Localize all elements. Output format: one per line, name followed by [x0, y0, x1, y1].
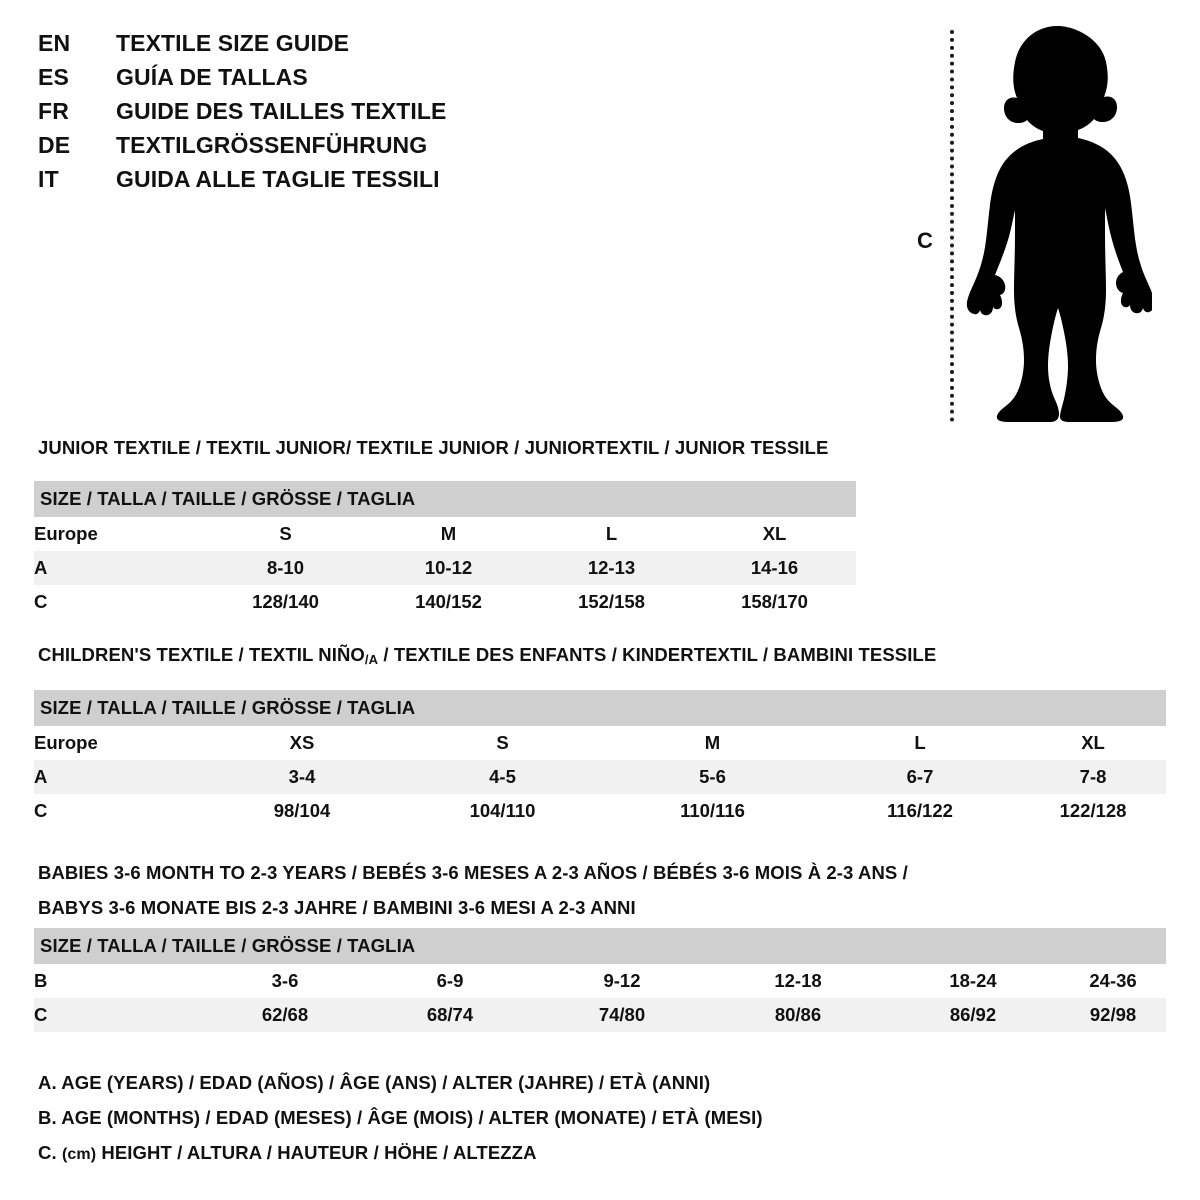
legend-line-c: C. (cm) HEIGHT / ALTURA / HAUTEUR / HÖHE… — [38, 1135, 838, 1170]
lang-code-es: ES — [38, 64, 70, 90]
title-text-fr: GUIDE DES TAILLES TEXTILE — [116, 98, 447, 124]
junior-size-m: M — [367, 517, 530, 551]
babies-height-1: 62/68 — [204, 998, 366, 1032]
title-row-it: IT GUIDA ALLE TAGLIE TESSILI — [38, 166, 598, 200]
height-figure-area: C — [900, 14, 1170, 424]
junior-table-header-label: SIZE / TALLA / TAILLE / GRÖSSE / TAGLIA — [34, 481, 857, 517]
table-row: Europe S M L XL — [34, 517, 857, 551]
junior-age-s: 8-10 — [204, 551, 367, 585]
junior-height-l: 152/158 — [530, 585, 693, 619]
babies-table-header-row: SIZE / TALLA / TAILLE / GRÖSSE / TAGLIA — [34, 928, 1167, 964]
title-row-fr: FR GUIDE DES TAILLES TEXTILE — [38, 98, 598, 132]
lang-code-it: IT — [38, 166, 59, 192]
table-row: C 98/104 104/110 110/116 116/122 122/128 — [34, 794, 1167, 828]
legend-block: A. AGE (YEARS) / EDAD (AÑOS) / ÂGE (ANS)… — [38, 1065, 838, 1170]
children-age-m: 5-6 — [605, 760, 820, 794]
title-text-es: GUÍA DE TALLAS — [116, 64, 308, 90]
babies-heading-line-1: BABIES 3-6 MONTH TO 2-3 YEARS / BEBÉS 3-… — [38, 862, 908, 883]
children-size-m: M — [605, 726, 820, 760]
children-size-xs: XS — [204, 726, 400, 760]
title-row-en: EN TEXTILE SIZE GUIDE — [38, 30, 598, 64]
babies-table-header-label: SIZE / TALLA / TAILLE / GRÖSSE / TAGLIA — [34, 928, 1167, 964]
children-height-m: 110/116 — [605, 794, 820, 828]
junior-size-s: S — [204, 517, 367, 551]
children-heading-suffix: / TEXTILE DES ENFANTS / KINDERTEXTIL / B… — [378, 644, 937, 665]
junior-row-label-c: C — [34, 585, 204, 619]
children-age-l: 6-7 — [820, 760, 1020, 794]
children-size-s: S — [400, 726, 605, 760]
babies-months-12-18: 12-18 — [710, 964, 886, 998]
junior-row-label-a: A — [34, 551, 204, 585]
children-height-xl: 122/128 — [1020, 794, 1167, 828]
babies-height-5: 86/92 — [886, 998, 1060, 1032]
children-size-xl: XL — [1020, 726, 1167, 760]
children-section-heading: CHILDREN'S TEXTILE / TEXTIL NIÑO/A / TEX… — [38, 644, 936, 667]
table-row: Europe XS S M L XL — [34, 726, 1167, 760]
legend-c-suffix: HEIGHT / ALTURA / HAUTEUR / HÖHE / ALTEZ… — [96, 1142, 537, 1163]
babies-section-heading: BABIES 3-6 MONTH TO 2-3 YEARS / BEBÉS 3-… — [38, 855, 1178, 925]
title-text-en: TEXTILE SIZE GUIDE — [116, 30, 350, 56]
junior-table-header-row: SIZE / TALLA / TAILLE / GRÖSSE / TAGLIA — [34, 481, 857, 517]
title-row-de: DE TEXTILGRÖSSENFÜHRUNG — [38, 132, 598, 166]
title-text-de: TEXTILGRÖSSENFÜHRUNG — [116, 132, 428, 158]
height-dotted-line — [950, 30, 954, 422]
table-row: C 128/140 140/152 152/158 158/170 — [34, 585, 857, 619]
junior-height-xl: 158/170 — [693, 585, 857, 619]
babies-row-label-b: B — [34, 964, 204, 998]
junior-age-l: 12-13 — [530, 551, 693, 585]
babies-row-label-c: C — [34, 998, 204, 1032]
lang-code-en: EN — [38, 30, 71, 56]
junior-size-table: SIZE / TALLA / TAILLE / GRÖSSE / TAGLIA … — [34, 481, 857, 619]
junior-age-m: 10-12 — [367, 551, 530, 585]
children-height-s: 104/110 — [400, 794, 605, 828]
children-size-table: SIZE / TALLA / TAILLE / GRÖSSE / TAGLIA … — [34, 690, 1167, 828]
babies-months-24-36: 24-36 — [1060, 964, 1167, 998]
table-row: A 8-10 10-12 12-13 14-16 — [34, 551, 857, 585]
children-age-xs: 3-4 — [204, 760, 400, 794]
junior-height-m: 140/152 — [367, 585, 530, 619]
children-row-label-c: C — [34, 794, 204, 828]
height-marker-label: C — [917, 228, 933, 253]
children-heading-prefix: CHILDREN'S TEXTILE / TEXTIL NIÑO — [38, 644, 365, 665]
children-heading-sub: /A — [364, 652, 379, 667]
babies-months-9-12: 9-12 — [534, 964, 710, 998]
lang-code-fr: FR — [38, 98, 70, 124]
children-table-header-label: SIZE / TALLA / TAILLE / GRÖSSE / TAGLIA — [34, 690, 1167, 726]
legend-line-b: B. AGE (MONTHS) / EDAD (MESES) / ÂGE (MO… — [38, 1107, 763, 1128]
children-size-l: L — [820, 726, 1020, 760]
title-block: EN TEXTILE SIZE GUIDE ES GUÍA DE TALLAS … — [38, 30, 598, 200]
children-age-xl: 7-8 — [1020, 760, 1167, 794]
children-row-label-a: A — [34, 760, 204, 794]
babies-height-3: 74/80 — [534, 998, 710, 1032]
junior-section-heading: JUNIOR TEXTILE / TEXTIL JUNIOR/ TEXTILE … — [38, 437, 829, 458]
babies-height-4: 80/86 — [710, 998, 886, 1032]
children-row-label-europe: Europe — [34, 726, 204, 760]
toddler-silhouette-icon — [966, 26, 1152, 422]
junior-row-label-europe: Europe — [34, 517, 204, 551]
children-height-xs: 98/104 — [204, 794, 400, 828]
babies-heading-line-2: BABYS 3-6 MONATE BIS 2-3 JAHRE / BAMBINI… — [38, 897, 636, 918]
title-text-it: GUIDA ALLE TAGLIE TESSILI — [116, 166, 440, 192]
children-age-s: 4-5 — [400, 760, 605, 794]
babies-months-3-6: 3-6 — [204, 964, 366, 998]
babies-months-6-9: 6-9 — [366, 964, 534, 998]
legend-c-prefix: C. — [38, 1142, 62, 1163]
table-row: B 3-6 6-9 9-12 12-18 18-24 24-36 — [34, 964, 1167, 998]
junior-age-xl: 14-16 — [693, 551, 857, 585]
table-row: C 62/68 68/74 74/80 80/86 86/92 92/98 — [34, 998, 1167, 1032]
babies-size-table: SIZE / TALLA / TAILLE / GRÖSSE / TAGLIA … — [34, 928, 1167, 1032]
babies-height-6: 92/98 — [1060, 998, 1167, 1032]
junior-size-l: L — [530, 517, 693, 551]
babies-months-18-24: 18-24 — [886, 964, 1060, 998]
table-row: A 3-4 4-5 5-6 6-7 7-8 — [34, 760, 1167, 794]
legend-line-a: A. AGE (YEARS) / EDAD (AÑOS) / ÂGE (ANS)… — [38, 1072, 711, 1093]
children-table-header-row: SIZE / TALLA / TAILLE / GRÖSSE / TAGLIA — [34, 690, 1167, 726]
children-height-l: 116/122 — [820, 794, 1020, 828]
babies-height-2: 68/74 — [366, 998, 534, 1032]
junior-height-s: 128/140 — [204, 585, 367, 619]
lang-code-de: DE — [38, 132, 71, 158]
title-row-es: ES GUÍA DE TALLAS — [38, 64, 598, 98]
junior-size-xl: XL — [693, 517, 857, 551]
legend-c-unit: (cm) — [61, 1146, 97, 1163]
